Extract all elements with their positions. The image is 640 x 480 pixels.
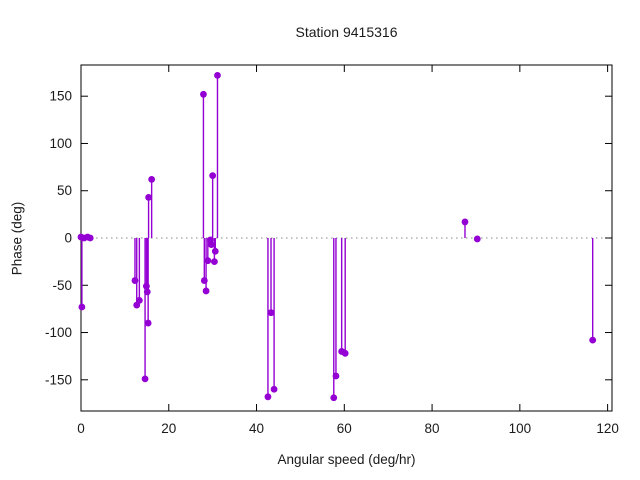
svg-text:0: 0	[77, 421, 85, 436]
svg-text:-50: -50	[52, 278, 72, 293]
svg-text:20: 20	[161, 421, 176, 436]
x-tick-labels: 0 20 40 60 80 100 120	[77, 421, 619, 436]
svg-text:40: 40	[249, 421, 264, 436]
svg-text:120: 120	[596, 421, 619, 436]
svg-text:60: 60	[337, 421, 352, 436]
svg-text:100: 100	[49, 136, 72, 151]
x-axis-label: Angular speed (deg/hr)	[277, 452, 416, 467]
svg-text:150: 150	[49, 89, 72, 104]
svg-text:100: 100	[509, 421, 532, 436]
y-ticks	[81, 95, 612, 381]
y-tick-labels: -150 -100 -50 0 50 100 150	[45, 89, 72, 388]
data-points	[77, 71, 597, 402]
svg-text:-150: -150	[45, 372, 72, 387]
svg-text:50: 50	[57, 183, 72, 198]
impulse-lines	[80, 75, 594, 398]
svg-text:-100: -100	[45, 325, 72, 340]
x-ticks	[80, 65, 609, 411]
svg-text:80: 80	[425, 421, 440, 436]
svg-text:0: 0	[64, 231, 72, 246]
chart-title: Station 9415316	[295, 24, 398, 40]
